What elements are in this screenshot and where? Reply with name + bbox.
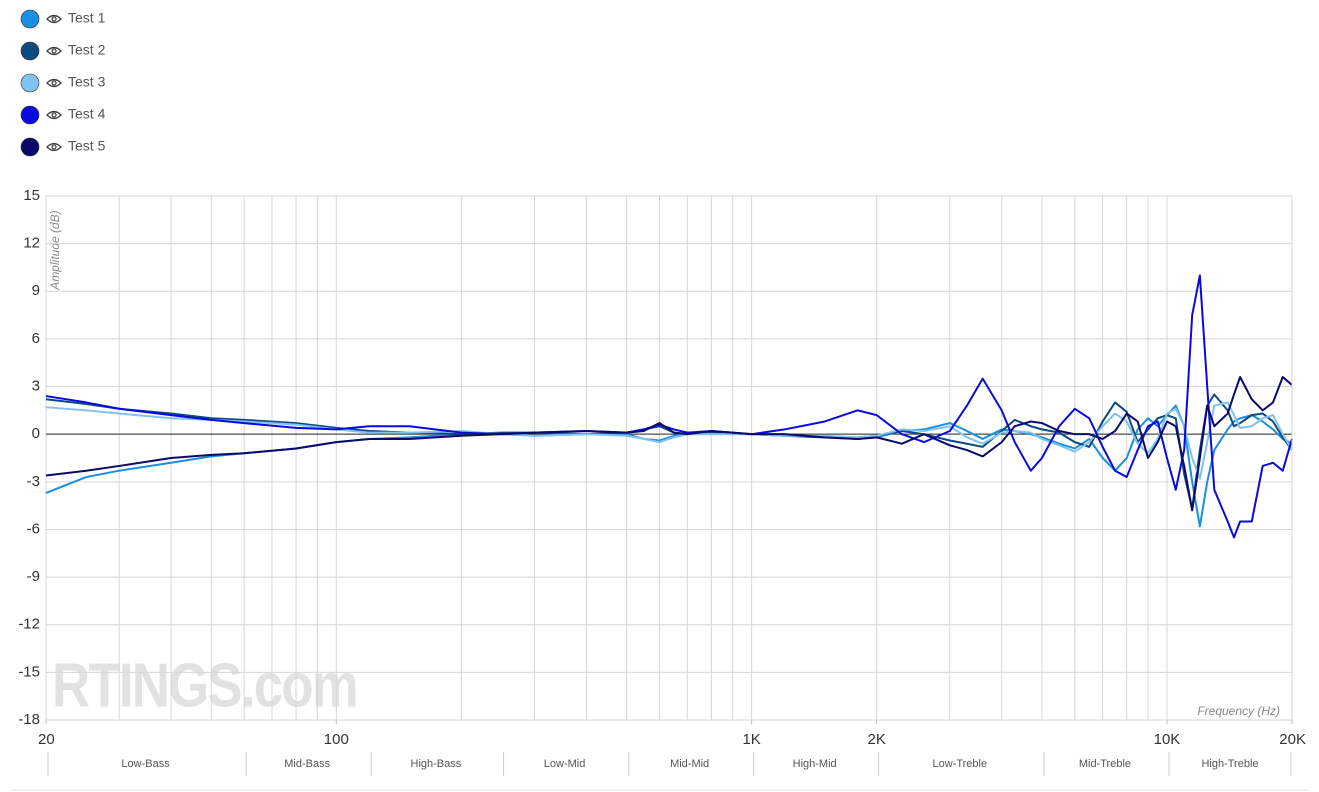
x-tick-label: 20	[38, 731, 55, 748]
y-tick-label: 3	[32, 378, 40, 395]
legend-label[interactable]: Test 2	[68, 42, 106, 58]
y-tick-label: -12	[18, 616, 40, 633]
band-label: Mid-Bass	[284, 758, 330, 770]
y-tick-label: -15	[18, 663, 40, 680]
eye-pupil[interactable]	[51, 48, 57, 54]
series-line	[45, 274, 1293, 539]
plot-lines	[45, 274, 1293, 539]
eye-pupil[interactable]	[51, 144, 57, 150]
y-axis-label: Amplitude (dB)	[48, 210, 62, 290]
eye-icon[interactable]	[46, 46, 62, 56]
eye-pupil[interactable]	[51, 80, 57, 86]
eye-icon[interactable]	[46, 14, 62, 24]
series-line	[45, 401, 1293, 480]
band-label: Low-Mid	[544, 758, 586, 770]
series-line	[45, 404, 1293, 528]
eye-pupil[interactable]	[51, 112, 57, 118]
eye-icon[interactable]	[46, 78, 62, 88]
legend-item[interactable]: Test 2	[20, 41, 106, 61]
y-tick-label: 0	[32, 425, 40, 442]
x-tick-label: 10K	[1154, 731, 1181, 748]
legend-item[interactable]: Test 5	[20, 137, 106, 157]
y-tick-label: -9	[27, 568, 40, 585]
band-label: Mid-Treble	[1079, 758, 1131, 770]
y-tick-label: 9	[32, 282, 40, 299]
y-tick-label: -6	[27, 520, 40, 537]
y-tick-label: 6	[32, 330, 40, 347]
legend-swatch[interactable]	[20, 9, 40, 29]
y-tick-label: -18	[18, 711, 40, 728]
eye-pupil[interactable]	[51, 16, 57, 22]
legend-label[interactable]: Test 1	[68, 10, 106, 26]
band-label: Low-Bass	[121, 758, 170, 770]
legend-item[interactable]: Test 4	[20, 105, 106, 125]
legend-swatch[interactable]	[20, 137, 40, 157]
legend-swatch[interactable]	[20, 41, 40, 61]
band-label: Low-Treble	[932, 758, 987, 770]
legend-swatch[interactable]	[20, 73, 40, 93]
legend-label[interactable]: Test 3	[68, 74, 106, 90]
eye-icon[interactable]	[46, 110, 62, 120]
x-tick-label: 100	[324, 731, 349, 748]
y-tick-label: 12	[23, 235, 40, 252]
series-line	[45, 376, 1293, 512]
y-tick-label: 15	[23, 187, 40, 204]
legend-label[interactable]: Test 5	[68, 138, 106, 154]
watermark: RTINGS.com	[52, 651, 357, 720]
band-label: High-Treble	[1201, 758, 1258, 770]
legend-item[interactable]: Test 3	[20, 73, 106, 93]
legend-swatch[interactable]	[20, 105, 40, 125]
x-tick-label: 1K	[742, 731, 760, 748]
x-axis-label: Frequency (Hz)	[1197, 704, 1280, 718]
x-tick-label: 2K	[867, 731, 885, 748]
band-label: High-Bass	[411, 758, 462, 770]
x-tick-label: 20K	[1279, 731, 1306, 748]
band-label: High-Mid	[793, 758, 837, 770]
band-label: Mid-Mid	[670, 758, 709, 770]
legend-item[interactable]: Test 1	[20, 9, 106, 29]
y-tick-label: -3	[27, 473, 40, 490]
legend-label[interactable]: Test 4	[68, 106, 106, 122]
eye-icon[interactable]	[46, 142, 62, 152]
